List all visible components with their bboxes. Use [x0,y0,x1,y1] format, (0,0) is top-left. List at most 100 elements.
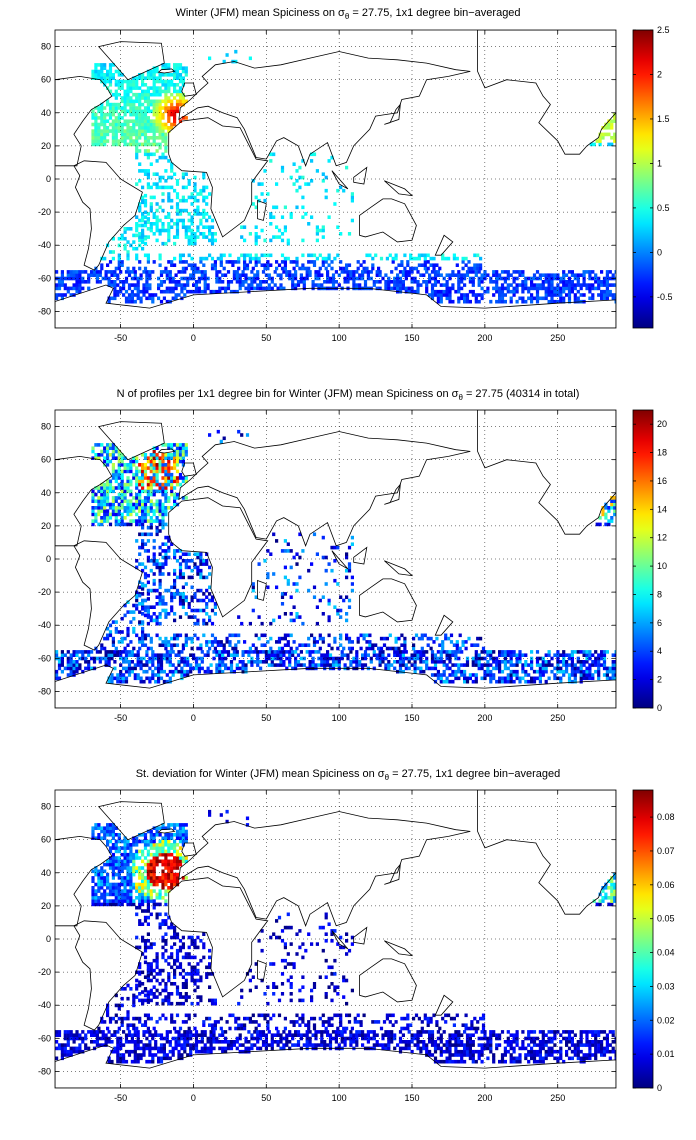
data-cell [158,506,162,510]
data-cell [315,621,319,626]
data-cell [196,572,200,576]
data-cell [280,215,285,219]
data-cell [269,152,273,157]
data-cell [318,228,322,233]
data-cell [350,192,354,196]
data-cell [173,256,177,261]
data-cell [181,646,185,651]
data-cell [613,119,616,123]
data-cell [355,270,359,274]
data-cell [219,640,223,644]
data-cell [573,676,577,681]
data-cell [157,660,161,664]
data-cell [588,653,592,657]
data-cell [173,235,177,239]
data-cell [167,889,171,893]
data-cell [152,882,156,887]
data-cell [196,205,200,210]
data-cell [141,532,145,537]
data-cell [158,839,162,844]
data-cell [146,549,150,553]
data-cell [559,276,563,281]
data-cell [120,852,124,857]
data-cell [114,266,118,271]
data-cell [154,653,158,657]
data-cell [161,542,165,546]
data-cell [129,640,133,644]
data-cell [55,653,59,657]
y-tick-label: -40 [38,240,51,250]
data-cell [524,673,528,677]
data-cell [175,592,180,596]
data-cell [345,165,349,170]
data-cell [210,595,215,599]
data-cell [103,79,107,84]
data-cell [175,643,180,647]
data-cell [259,650,263,654]
data-cell [506,273,510,277]
data-cell [114,476,118,480]
data-cell [167,106,171,110]
data-cell [384,280,388,284]
data-cell [202,618,206,623]
data-cell [302,283,306,287]
data-cell [235,270,239,274]
data-cell [181,552,185,556]
data-cell [463,676,467,681]
data-cell [141,116,145,120]
data-cell [155,136,159,140]
data-cell [463,679,467,684]
data-cell [205,559,209,563]
data-cell [210,633,215,638]
data-cell [108,892,113,897]
data-cell [321,640,325,644]
data-cell [483,289,487,294]
data-cell [146,155,150,160]
data-cell [164,169,168,173]
data-cell [55,669,59,674]
data-cell [117,83,121,87]
data-cell [228,253,232,258]
data-cell [175,69,180,74]
data-cell [404,650,408,654]
data-cell [601,512,605,517]
data-cell [138,92,142,97]
data-cell [417,253,421,258]
data-cell [170,636,174,641]
data-cell [92,273,97,277]
data-cell [257,260,261,264]
data-cell [149,102,153,107]
data-cell [250,650,254,654]
data-cell [100,896,104,900]
data-cell [167,443,171,447]
data-cell [439,299,443,304]
data-cell [111,466,115,470]
data-cell [173,499,177,503]
data-cell [141,499,145,503]
data-cell [308,273,312,277]
data-cell [129,859,133,864]
data-cell [94,129,98,133]
data-cell [257,256,261,261]
data-cell [229,669,234,674]
data-cell [433,666,438,671]
data-cell [173,172,177,176]
data-cell [114,136,118,140]
data-cell [113,660,117,664]
data-cell [435,263,439,267]
data-cell [474,293,478,297]
data-cell [177,293,181,297]
data-cell [585,286,589,291]
data-cell [489,280,493,284]
data-cell [547,293,551,297]
data-cell [135,486,139,490]
data-cell [111,859,115,864]
data-cell [212,289,216,294]
data-cell [161,486,165,490]
data-cell [108,122,113,127]
data-cell [470,266,474,271]
data-cell [506,276,510,281]
data-cell [512,673,516,677]
data-cell [167,185,171,190]
data-cell [610,136,614,140]
